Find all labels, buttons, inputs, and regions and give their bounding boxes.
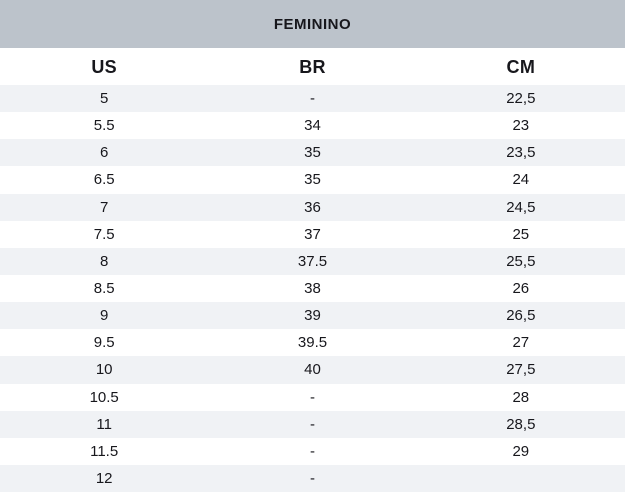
table-cell: 8.5	[93, 280, 115, 298]
table-cell: 28,5	[506, 415, 536, 433]
table-title-bar: FEMININO	[0, 0, 625, 48]
table-cell: 25	[512, 225, 530, 243]
column-header-us: US	[91, 56, 117, 77]
table-cell: 35	[304, 144, 321, 162]
table-cell: 6.5	[93, 171, 115, 189]
table-cell: -	[309, 90, 315, 108]
table-cell: -	[309, 388, 315, 406]
table-cell: 7	[99, 198, 109, 216]
table-row: 6 35 23,5	[0, 139, 625, 167]
table-row: 7 36 24,5	[0, 193, 625, 221]
table-cell: 37	[304, 225, 321, 243]
table-row: 8 37.5 25,5	[0, 247, 625, 275]
table-cell: 10	[95, 361, 113, 379]
table-cell: 11	[96, 415, 112, 433]
table-cell: 23,5	[506, 144, 536, 162]
table-cell: 10.5	[89, 388, 119, 406]
table-cell: 27,5	[506, 361, 536, 379]
table-cell: -	[309, 442, 315, 460]
table-cell: 9.5	[93, 334, 115, 352]
table-cell: 22,5	[506, 90, 536, 108]
table-cell: 35	[304, 171, 321, 189]
table-cell: 38	[304, 280, 321, 298]
table-cell: 40	[304, 361, 321, 379]
table-row: 9.5 39.5 27	[0, 329, 625, 357]
table-row: 7.5 37 25	[0, 220, 625, 248]
table-cell: 39.5	[297, 334, 328, 352]
table-cell: 6	[99, 144, 109, 162]
table-cell: -	[309, 470, 315, 488]
table-body: 5 - 22,5 5.5 34 23 6 35 23,5 6.5 35 24 7 36 24,5 7.5 37 2…	[0, 85, 625, 492]
table-cell: 36	[304, 198, 321, 216]
table-row: 10.5 - 28	[0, 383, 625, 411]
table-cell: -	[309, 415, 315, 433]
table-cell: 28	[512, 388, 530, 406]
table-cell: 24	[512, 171, 530, 189]
table-cell: 8	[99, 252, 109, 270]
table-row: 11 - 28,5	[0, 410, 625, 438]
table-cell: 7.5	[93, 225, 115, 243]
table-row: 6.5 35 24	[0, 166, 625, 194]
table-cell: 5.5	[93, 117, 115, 135]
table-row: 5.5 34 23	[0, 112, 625, 140]
table-row: 10 40 27,5	[0, 356, 625, 384]
column-header-br: BR	[299, 56, 326, 77]
table-cell: 5	[99, 90, 109, 108]
column-header-cm: CM	[506, 56, 536, 77]
table-row: 5 - 22,5	[0, 85, 625, 113]
table-cell: 26	[512, 280, 530, 298]
table-cell: 12	[95, 470, 113, 488]
table-row: 8.5 38 26	[0, 274, 625, 303]
table-row: 11.5 - 29	[0, 437, 625, 465]
table-cell: 27	[512, 334, 530, 352]
table-cell: 23	[512, 117, 530, 135]
table-row: 12 -	[0, 464, 625, 492]
table-title: FEMININO	[273, 15, 352, 33]
table-cell: 39	[304, 307, 321, 325]
table-cell: 24,5	[506, 198, 536, 216]
table-cell: 29	[512, 442, 530, 460]
table-row: 9 39 26,5	[0, 302, 625, 330]
table-cell: 37.5	[297, 252, 328, 270]
table-cell: 11.5	[90, 442, 119, 460]
table-cell: 25,5	[506, 252, 536, 270]
column-header-row: US BR CM	[0, 48, 625, 85]
table-cell: 34	[304, 117, 321, 135]
table-cell: 26,5	[506, 307, 536, 325]
table-cell: 9	[99, 307, 109, 325]
